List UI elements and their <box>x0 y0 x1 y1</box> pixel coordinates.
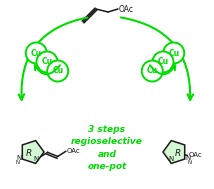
Circle shape <box>163 43 184 64</box>
Text: R: R <box>175 149 181 158</box>
Text: OAc: OAc <box>67 148 80 154</box>
Text: Cu: Cu <box>158 57 169 67</box>
Text: N: N <box>188 160 192 165</box>
Circle shape <box>37 51 58 73</box>
Text: N: N <box>169 156 174 162</box>
Text: N: N <box>17 155 22 161</box>
Text: Cu: Cu <box>168 49 179 57</box>
Text: R: R <box>26 149 32 158</box>
Text: Cu: Cu <box>147 67 158 75</box>
Text: Cu: Cu <box>52 67 63 75</box>
Text: N: N <box>15 160 19 165</box>
Text: Cu: Cu <box>31 49 42 57</box>
Circle shape <box>47 60 68 81</box>
Circle shape <box>153 51 174 73</box>
Text: 3 steps
regioselective
and
one-pot: 3 steps regioselective and one-pot <box>71 125 143 171</box>
Text: Cu: Cu <box>42 57 53 67</box>
Text: OAc: OAc <box>188 152 202 158</box>
Text: OAc: OAc <box>119 5 134 13</box>
Text: N: N <box>185 155 190 161</box>
Polygon shape <box>163 141 185 163</box>
Polygon shape <box>22 141 44 163</box>
Circle shape <box>142 60 163 81</box>
Circle shape <box>26 43 47 64</box>
Text: N: N <box>33 156 38 162</box>
